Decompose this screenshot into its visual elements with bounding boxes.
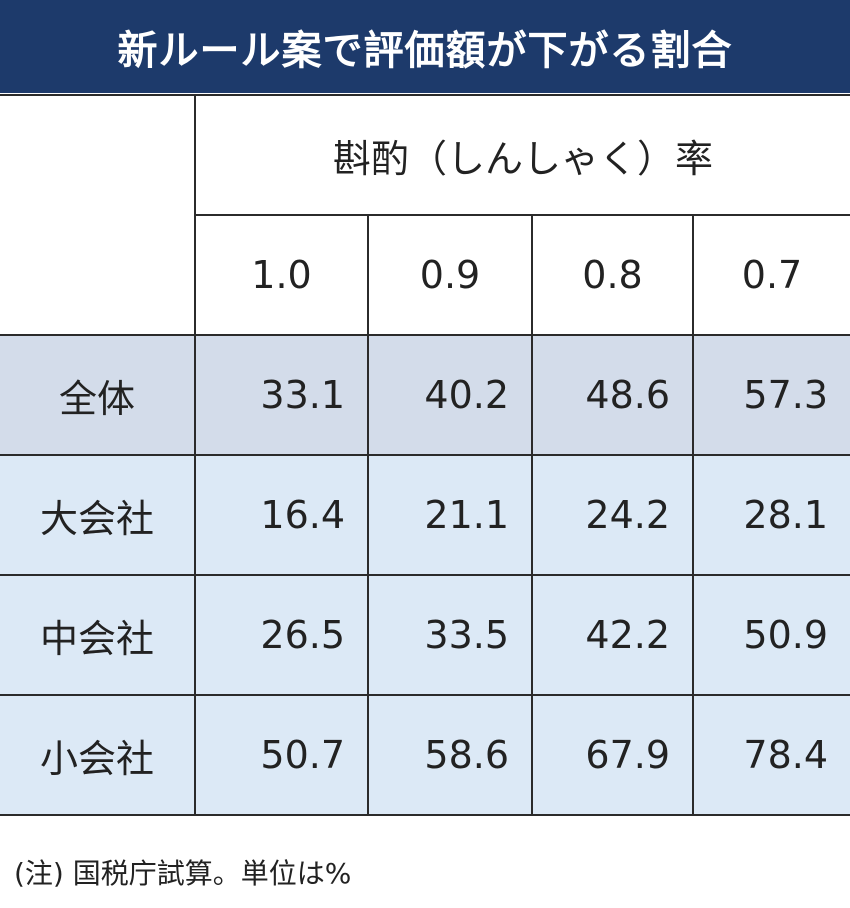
data-row: 大会社 16.4 21.1 24.2 28.1	[0, 454, 850, 576]
title: 新ルール案で評価額が下がる割合	[0, 0, 850, 93]
column-header: 0.7	[691, 214, 850, 336]
value-cell: 40.2	[367, 334, 533, 456]
row-label: 全体	[0, 334, 196, 456]
value-cell: 78.4	[691, 694, 850, 816]
value-cell: 57.3	[691, 334, 850, 456]
value-cell: 33.5	[367, 574, 533, 696]
value-cell: 58.6	[367, 694, 533, 816]
data-row: 小会社 50.7 58.6 67.9 78.4	[0, 694, 850, 816]
note: (注) 国税庁試算。単位は%	[14, 857, 352, 890]
data-table: 斟酌（しんしゃく）率 1.0 0.9 0.8 0.7 全体 33.1 40.2 48.6 57…	[0, 94, 850, 816]
value-cell: 50.9	[691, 574, 850, 696]
value-cell: 48.6	[531, 334, 694, 456]
column-header: 0.9	[367, 214, 533, 336]
value-cell: 16.4	[194, 454, 369, 576]
value-cell: 67.9	[531, 694, 694, 816]
header-row: 斟酌（しんしゃく）率	[0, 94, 850, 336]
value-cell: 42.2	[531, 574, 694, 696]
data-row: 中会社 26.5 33.5 42.2 50.9	[0, 574, 850, 696]
row-label: 中会社	[0, 574, 196, 696]
group-header: 斟酌（しんしゃく）率	[193, 94, 850, 216]
value-cell: 24.2	[531, 454, 694, 576]
value-cell: 21.1	[367, 454, 533, 576]
row-label: 小会社	[0, 694, 196, 816]
table-body: 斟酌（しんしゃく）率 1.0 0.9 0.8 0.7 全体 33.1 40.2 48.6 57…	[0, 94, 850, 816]
column-header-row: 1.0 0.9 0.8 0.7	[0, 214, 850, 336]
column-header: 1.0	[194, 214, 369, 336]
corner-cell	[0, 94, 196, 336]
data-row: 全体 33.1 40.2 48.6 57.3	[0, 334, 850, 456]
value-cell: 26.5	[194, 574, 369, 696]
value-cell: 33.1	[194, 334, 369, 456]
value-cell: 50.7	[194, 694, 369, 816]
column-header: 0.8	[531, 214, 694, 336]
value-cell: 28.1	[691, 454, 850, 576]
row-label: 大会社	[0, 454, 196, 576]
